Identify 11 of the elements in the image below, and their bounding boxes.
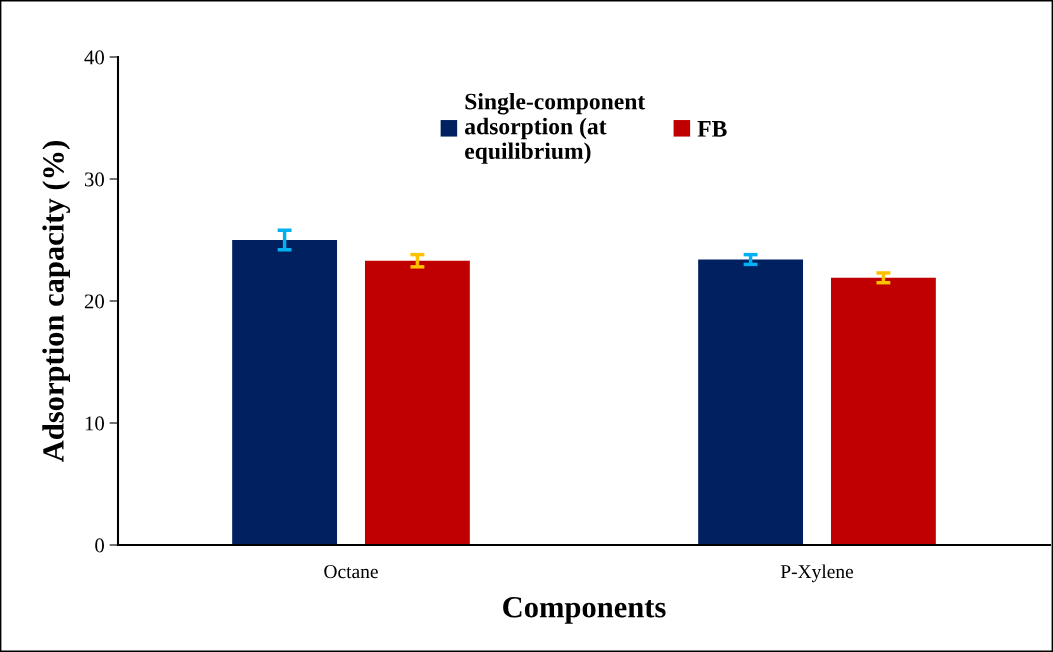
y-tick-label: 0 — [95, 538, 105, 553]
legend-label: FB — [697, 121, 727, 137]
y-tick-label: 20 — [84, 294, 105, 309]
y-tick-label: 30 — [84, 172, 105, 187]
y-tick-label: 10 — [85, 416, 105, 431]
y-axis-title: Adsorption capacity (%) — [42, 141, 71, 462]
y-tick-label: 40 — [84, 50, 105, 65]
x-tick-label: P-Xylene — [780, 564, 854, 583]
x-tick-label: Octane — [324, 565, 378, 579]
legend-label: Single-component adsorption (at equilibrium) — [465, 92, 646, 164]
x-axis-title: Components — [503, 596, 666, 624]
